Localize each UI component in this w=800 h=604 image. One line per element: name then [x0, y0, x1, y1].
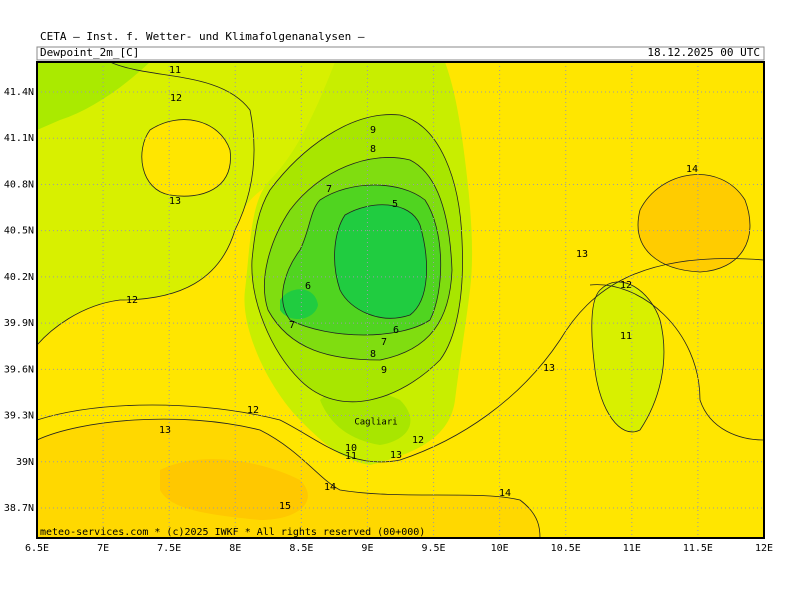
header-bar	[36, 46, 765, 61]
contour-label: 7	[289, 320, 295, 331]
contour-label: 12	[412, 435, 424, 446]
contour-label: 13	[576, 249, 588, 260]
lon-label: 11.5E	[683, 543, 713, 554]
contour-label: 12	[620, 280, 632, 291]
contour-label: 13	[169, 196, 181, 207]
contour-label: 12	[170, 93, 182, 104]
contour-label: 7	[326, 184, 332, 195]
place-label: Cagliari	[354, 418, 397, 428]
lat-label: 41.1N	[4, 133, 34, 144]
credit: meteo-services.com * (c)2025 IWKF * All …	[40, 527, 425, 538]
lon-label: 8E	[229, 543, 241, 554]
map-fill	[37, 62, 764, 538]
lat-label: 39.6N	[4, 364, 34, 375]
contour-label: 7	[381, 337, 387, 348]
contour-label: 11	[345, 451, 357, 462]
contour-label: 9	[370, 125, 376, 136]
field-name: Dewpoint_2m_[C]	[40, 46, 139, 59]
contour-label: 13	[159, 425, 171, 436]
lat-label: 38.7N	[4, 503, 34, 514]
lon-label: 6.5E	[25, 543, 49, 554]
lon-label: 12E	[755, 543, 773, 554]
contour-label: 14	[324, 482, 336, 493]
contour-label: 9	[381, 365, 387, 376]
lat-label: 40.8N	[4, 179, 34, 190]
lat-label: 41.4N	[4, 87, 34, 98]
lon-label: 9E	[361, 543, 373, 554]
lon-label: 9.5E	[421, 543, 445, 554]
lat-label: 40.2N	[4, 272, 34, 283]
lon-label: 7E	[97, 543, 109, 554]
contour-label: 10	[345, 443, 357, 454]
grid	[37, 62, 764, 538]
contour-label: 14	[499, 488, 511, 499]
lon-label: 10E	[491, 543, 509, 554]
title: CETA — Inst. f. Wetter- und Klimafolgena…	[40, 30, 365, 43]
contour-label: 12	[126, 295, 138, 306]
contour-label: 6	[393, 325, 399, 336]
contour-label: 13	[543, 363, 555, 374]
map-frame	[36, 61, 765, 539]
contour-label: 8	[370, 144, 376, 155]
contour-label: 15	[279, 501, 291, 512]
contour-label: 12	[247, 405, 259, 416]
lat-label: 39.3N	[4, 411, 34, 422]
lon-label: 11E	[623, 543, 641, 554]
contour-label: 5	[392, 199, 398, 210]
contour-label: 13	[390, 450, 402, 461]
date: 18.12.2025 00 UTC	[647, 46, 760, 59]
contour-label: 11	[620, 331, 632, 342]
lat-label: 39N	[16, 457, 34, 468]
lat-label: 40.5N	[4, 226, 34, 237]
lon-label: 10.5E	[551, 543, 581, 554]
contour-label: 11	[169, 65, 181, 76]
contour-label: 8	[370, 349, 376, 360]
lon-label: 8.5E	[289, 543, 313, 554]
contour-label: 14	[686, 164, 698, 175]
lat-label: 39.9N	[4, 318, 34, 329]
isolines	[36, 61, 765, 539]
lon-label: 7.5E	[157, 543, 181, 554]
contour-label: 6	[305, 281, 311, 292]
